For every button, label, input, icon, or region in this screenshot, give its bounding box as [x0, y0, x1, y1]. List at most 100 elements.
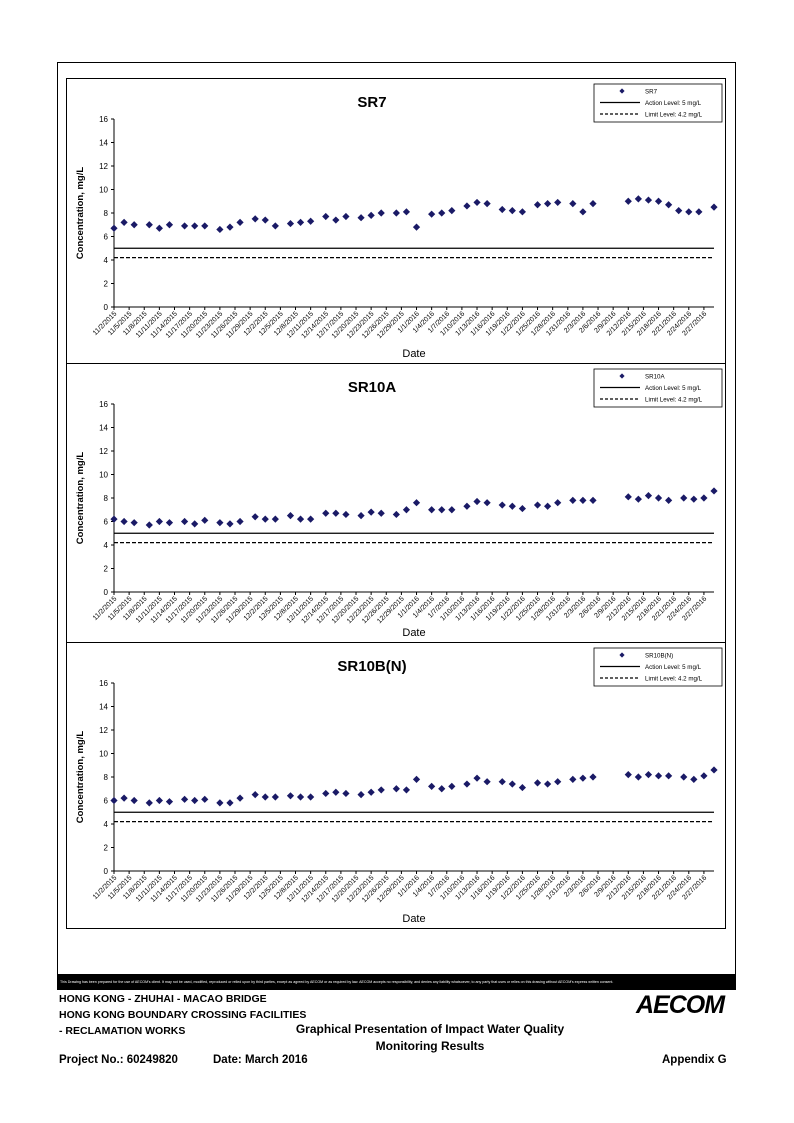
data-point: [322, 509, 330, 517]
data-point: [155, 224, 163, 232]
y-axis-label: Concentration, mg/L: [75, 167, 86, 260]
data-point: [579, 208, 587, 216]
legend-label: Limit Level: 4.2 mg/L: [645, 397, 703, 404]
y-tick-label: 6: [104, 797, 109, 806]
data-point: [654, 197, 663, 205]
y-tick-label: 16: [99, 115, 108, 124]
data-point: [307, 515, 315, 523]
data-point: [145, 221, 153, 229]
data-point: [191, 796, 199, 805]
data-point: [690, 495, 698, 503]
data-point: [392, 510, 400, 519]
data-point: [665, 772, 673, 780]
data-point: [569, 775, 577, 783]
data-point: [680, 494, 688, 502]
data-point: [357, 214, 365, 222]
data-point: [296, 218, 305, 226]
data-point: [377, 509, 385, 517]
aecom-logo: AECOM: [636, 991, 725, 1019]
data-point: [498, 205, 506, 214]
project-line-1: HONG KONG - ZHUHAI - MACAO BRIDGE: [59, 993, 267, 1005]
y-tick-label: 2: [104, 844, 109, 853]
data-point: [251, 215, 259, 223]
project-number: Project No.: 60249820: [59, 1054, 178, 1066]
data-point: [634, 773, 642, 781]
data-point: [402, 208, 411, 216]
data-point: [448, 207, 456, 215]
data-point: [473, 198, 481, 207]
y-tick-label: 8: [104, 773, 109, 782]
data-point: [675, 207, 683, 215]
y-tick-label: 0: [104, 588, 109, 597]
data-point: [216, 519, 224, 527]
data-point: [685, 208, 693, 216]
data-point: [251, 513, 259, 521]
data-point: [589, 200, 597, 208]
y-tick-label: 0: [104, 303, 109, 312]
data-point: [569, 496, 577, 504]
drawing-date: Date: March 2016: [213, 1054, 308, 1066]
data-point: [473, 497, 481, 506]
data-point: [130, 796, 138, 805]
data-point: [332, 216, 340, 224]
y-tick-label: 14: [99, 424, 108, 433]
data-point: [180, 795, 189, 803]
data-point: [392, 785, 400, 793]
data-point: [463, 780, 471, 788]
data-point: [120, 218, 128, 226]
data-point: [554, 778, 562, 786]
data-point: [296, 515, 305, 523]
y-tick-label: 10: [99, 186, 108, 195]
data-point: [191, 520, 199, 528]
data-point: [448, 506, 456, 514]
data-point: [145, 521, 153, 529]
appendix-label: Appendix G: [662, 1054, 727, 1066]
data-point: [438, 785, 446, 793]
data-point: [130, 221, 138, 229]
data-point: [428, 210, 436, 218]
chart-title: SR7: [357, 94, 386, 111]
legend-label: SR7: [645, 89, 658, 96]
data-point: [261, 216, 269, 224]
data-point: [710, 487, 718, 495]
data-point: [463, 202, 471, 210]
data-point: [110, 224, 118, 232]
chart-panel-sr10bn: SR10B(N) 0 2 4 6 8 10 12 14 16 Concentration, mg/L…: [66, 642, 726, 929]
data-point: [644, 771, 653, 779]
data-point: [554, 499, 562, 507]
data-point: [216, 799, 224, 807]
data-point: [518, 783, 527, 792]
data-point: [518, 504, 527, 513]
legend-label: SR10B(N): [645, 653, 673, 660]
data-point: [644, 196, 653, 204]
data-point: [634, 195, 642, 203]
y-tick-label: 16: [99, 679, 108, 688]
legend-box: [593, 83, 723, 123]
data-point: [518, 208, 527, 216]
data-point: [402, 786, 411, 794]
data-point: [307, 793, 315, 801]
data-point: [544, 780, 552, 788]
data-point: [165, 221, 174, 229]
data-point: [342, 212, 350, 221]
data-point: [624, 197, 632, 205]
y-tick-label: 12: [99, 447, 108, 456]
data-point: [367, 508, 375, 516]
data-point: [367, 788, 375, 796]
data-point: [342, 510, 350, 519]
data-point: [236, 218, 244, 226]
data-point: [579, 496, 587, 504]
project-line-2: HONG KONG BOUNDARY CROSSING FACILITIES: [59, 1009, 307, 1021]
data-point: [448, 782, 456, 790]
data-point: [120, 794, 128, 802]
data-point: [130, 519, 138, 527]
data-point: [165, 519, 174, 527]
y-tick-label: 10: [99, 750, 108, 759]
drawing-title-line-2: Monitoring Results: [375, 1039, 485, 1053]
data-point: [438, 209, 446, 217]
data-point: [271, 515, 279, 523]
data-point: [201, 222, 209, 230]
data-point: [533, 201, 542, 209]
